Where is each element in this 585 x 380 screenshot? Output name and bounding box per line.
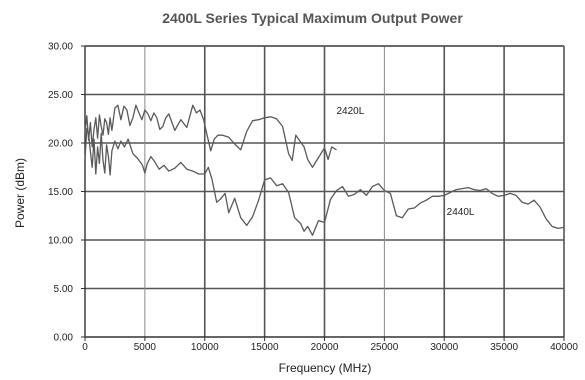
- x-tick-label: 0: [82, 342, 88, 353]
- y-tick-label: 0.00: [54, 333, 74, 344]
- y-tick-label: 25.00: [48, 90, 73, 101]
- series-line-2420L: [84, 104, 337, 168]
- y-tick-label: 5.00: [54, 284, 74, 295]
- y-tick-label: 15.00: [48, 187, 73, 198]
- series-label-2420L: 2420L: [336, 106, 364, 117]
- grid: [85, 45, 565, 337]
- series-lines: [84, 104, 565, 236]
- series-line-2440L: [84, 127, 565, 236]
- x-tick-label: 15000: [251, 342, 279, 353]
- series-label-2440L: 2440L: [447, 207, 475, 218]
- x-tick-label: 20000: [311, 342, 339, 353]
- y-tick-label: 10.00: [48, 236, 73, 247]
- x-tick-label: 40000: [550, 342, 578, 353]
- x-tick-label: 10000: [191, 342, 219, 353]
- x-tick-label: 25000: [370, 342, 398, 353]
- chart-title: 2400L Series Typical Maximum Output Powe…: [162, 10, 463, 26]
- x-tick-label: 35000: [490, 342, 518, 353]
- axes: [81, 45, 565, 341]
- y-tick-label: 20.00: [48, 139, 73, 150]
- x-tick-label: 30000: [430, 342, 458, 353]
- x-tick-label: 5000: [134, 342, 157, 353]
- x-axis-title: Frequency (MHz): [279, 361, 372, 375]
- y-axis-title: Power (dBm): [13, 158, 27, 228]
- labels: 0.00 5.00 10.00 15.00 20.00 25.00 30.00 0 5000 10…: [48, 42, 578, 354]
- y-tick-label: 30.00: [48, 42, 73, 53]
